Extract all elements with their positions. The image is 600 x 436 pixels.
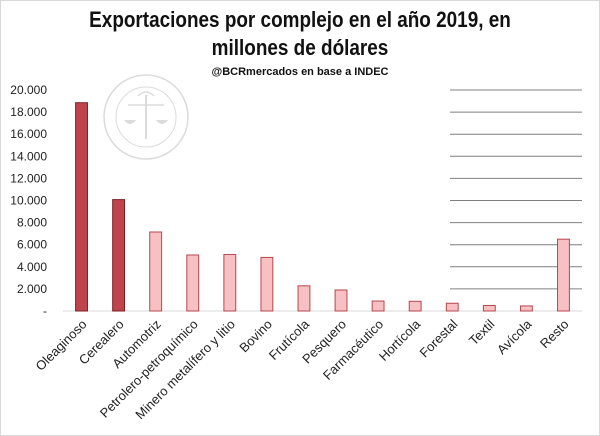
bars xyxy=(75,102,570,312)
x-category-label: Hortícola xyxy=(376,316,424,364)
x-category-label: Avícola xyxy=(494,316,535,357)
y-tick-label: 4.000 xyxy=(17,260,47,274)
y-tick-label: 16.000 xyxy=(10,127,47,141)
y-tick-label: 6.000 xyxy=(17,238,47,252)
grid-lines xyxy=(63,89,582,312)
x-axis-category-labels: OleaginosoCerealeroAutomotrizPetrolero-p… xyxy=(33,316,572,422)
x-category-label: Resto xyxy=(537,317,572,352)
y-tick-label: 8.000 xyxy=(17,216,47,230)
bar-minero-metalífero-y-litio xyxy=(223,254,237,312)
bar-hortícola xyxy=(408,300,422,312)
bar-avícola xyxy=(519,305,533,312)
chart-subtitle: @BCRmercados en base a INDEC xyxy=(211,66,389,78)
y-tick-label: 10.000 xyxy=(10,194,47,208)
chart-title: Exportaciones por complejo en el año 201… xyxy=(89,7,511,60)
y-tick-label: 20.000 xyxy=(10,83,47,97)
bar-bovino xyxy=(260,256,274,312)
bar-automotriz xyxy=(149,231,163,312)
bar-resto xyxy=(557,238,570,312)
y-tick-label: 18.000 xyxy=(10,105,47,119)
bcr-seal-watermark xyxy=(103,74,189,160)
bar-textil xyxy=(482,304,496,312)
bar-forestal xyxy=(445,302,459,312)
bar-cerealero xyxy=(112,199,126,312)
bar-petrolero-petroquímico xyxy=(186,254,200,312)
y-tick-label: - xyxy=(43,304,47,318)
y-tick-label: 12.000 xyxy=(10,171,47,185)
x-category-label: Textil xyxy=(466,316,498,348)
bar-pesquero xyxy=(334,289,348,312)
x-category-label: Forestal xyxy=(417,316,461,360)
y-tick-label: 2.000 xyxy=(17,282,47,296)
bar-farmacéutico xyxy=(371,300,385,312)
y-tick-label: 14.000 xyxy=(10,149,47,163)
bar-oleaginoso xyxy=(75,102,88,312)
bar-frutícola xyxy=(297,285,311,312)
x-category-label: Oleaginoso xyxy=(33,317,90,374)
y-axis-tick-labels: - 2.000 4.000 6.000 8.000 10.000 12.000 14.000 1… xyxy=(10,83,47,318)
